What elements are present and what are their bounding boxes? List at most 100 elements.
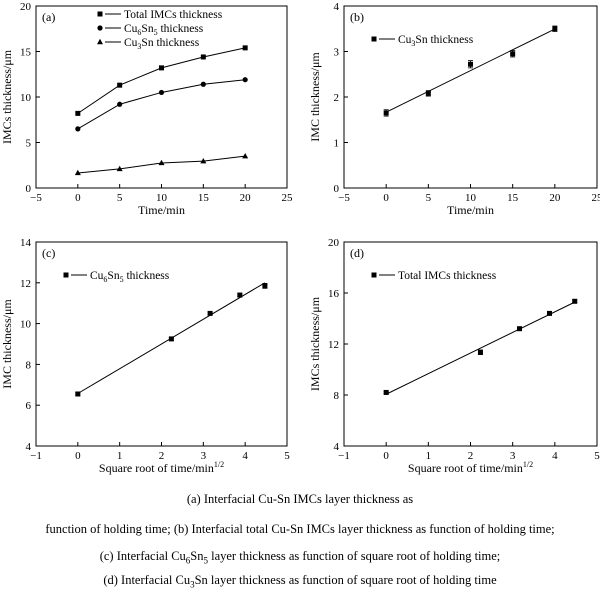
data-point	[425, 90, 431, 96]
data-point	[383, 110, 389, 116]
legend-marker	[97, 25, 103, 31]
x-tick-label: 20	[240, 192, 252, 204]
data-point	[572, 298, 578, 304]
legend-label: Cu3Sn thickness	[398, 34, 474, 48]
x-tick-label: 3	[510, 450, 516, 462]
x-tick-label: 0	[383, 192, 389, 204]
x-tick-label: 15	[198, 192, 210, 204]
panel-label: (c)	[42, 246, 55, 260]
series-1: Cu3Sn thickness	[371, 25, 558, 117]
legend-entry: Cu6Sn5 thickness	[97, 23, 204, 37]
x-tick-label: −5	[338, 192, 350, 204]
panel-label: (d)	[350, 246, 364, 260]
series-line	[77, 79, 246, 130]
data-point	[242, 77, 248, 83]
y-tick-label: 0	[26, 183, 32, 195]
y-axis-label: IMCs thickness/μm	[0, 49, 14, 144]
y-tick-label: 15	[20, 47, 32, 59]
series-line	[77, 47, 246, 114]
series-3: Cu3Sn thickness	[74, 37, 249, 176]
caption-line-3: (c) Interfacial Cu6Sn5 layer thickness a…	[99, 549, 501, 566]
y-tick-label: 5	[26, 138, 32, 150]
fit-line	[385, 28, 556, 113]
x-tick-label: 4	[552, 450, 558, 462]
data-point	[75, 391, 81, 397]
y-tick-label: 8	[334, 390, 340, 402]
x-axis-label: Time/min	[447, 203, 494, 217]
data-point	[552, 26, 558, 32]
data-point	[200, 157, 207, 164]
y-tick-label: 10	[20, 92, 32, 104]
data-point	[158, 89, 165, 96]
data-point	[168, 336, 174, 342]
y-tick-label: 2	[334, 92, 340, 104]
legend-label: Total IMCs thickness	[398, 270, 497, 282]
legend-marker	[371, 272, 377, 278]
series-2: Cu6Sn5 thickness	[75, 23, 248, 132]
legend-marker	[63, 272, 69, 278]
x-tick-label: 2	[468, 450, 474, 462]
y-tick-label: 16	[328, 288, 340, 300]
legend-marker	[371, 36, 377, 42]
x-tick-label: 5	[284, 450, 290, 462]
x-tick-label: 10	[465, 192, 477, 204]
data-point	[159, 65, 164, 71]
x-tick-label: −1	[338, 450, 350, 462]
x-tick-label: 20	[549, 192, 561, 204]
legend-label: Cu6Sn5 thickness	[90, 270, 170, 284]
caption-line-1: (a) Interfacial Cu-Sn IMCs layer thickne…	[186, 492, 414, 506]
x-tick-label: 2	[159, 450, 165, 462]
x-tick-label: 4	[242, 450, 248, 462]
y-tick-label: 12	[328, 339, 339, 351]
data-point	[207, 310, 213, 316]
data-point	[383, 389, 389, 395]
legend-entry: Total IMCs thickness	[97, 9, 223, 21]
data-point	[510, 51, 516, 57]
panel-label: (b)	[350, 10, 364, 24]
y-tick-label: 3	[334, 47, 340, 59]
x-axis-label: Time/min	[138, 203, 185, 217]
data-point	[516, 326, 522, 332]
x-tick-label: 5	[426, 192, 432, 204]
data-point	[262, 283, 268, 289]
y-axis-label: IMCs thickness/μm	[308, 296, 322, 391]
series-1: Total IMCs thickness	[75, 9, 248, 116]
data-point	[237, 292, 243, 298]
x-tick-label: 0	[75, 192, 81, 204]
x-tick-label: 0	[383, 450, 389, 462]
x-axis-label: Square root of time/min1/2	[99, 460, 224, 475]
caption-line-2: function of holding time; (b) Interfacia…	[45, 522, 555, 536]
data-point	[200, 54, 206, 60]
x-tick-label: 3	[201, 450, 207, 462]
data-point	[468, 61, 473, 67]
y-tick-label: 4	[334, 1, 340, 13]
x-tick-label: 5	[594, 450, 600, 462]
legend-marker	[97, 11, 103, 17]
caption-line-4: (d) Interfacial Cu3Sn layer thickness as…	[103, 573, 497, 590]
legend-entry: Cu3Sn thickness	[371, 34, 474, 48]
x-axis-label-superscript: 1/2	[214, 460, 224, 469]
data-point	[74, 169, 81, 176]
y-tick-label: 10	[20, 319, 32, 331]
x-axis-label-superscript: 1/2	[523, 460, 533, 469]
y-tick-label: 14	[20, 237, 32, 249]
x-tick-label: 25	[592, 192, 600, 204]
data-point	[117, 101, 123, 107]
data-point	[546, 310, 552, 316]
legend-label: Total IMCs thickness	[124, 9, 223, 21]
x-tick-label: 15	[507, 192, 519, 204]
data-point	[75, 110, 81, 116]
y-tick-label: 8	[26, 359, 32, 371]
x-tick-label: 25	[282, 192, 294, 204]
data-point	[200, 81, 206, 87]
panel-label: (a)	[42, 10, 55, 24]
caption-subscript: 5	[203, 555, 208, 566]
data-point	[242, 152, 249, 159]
x-axis-label: Square root of time/min1/2	[408, 460, 533, 475]
legend-marker	[97, 38, 103, 45]
x-tick-label: 1	[426, 450, 432, 462]
